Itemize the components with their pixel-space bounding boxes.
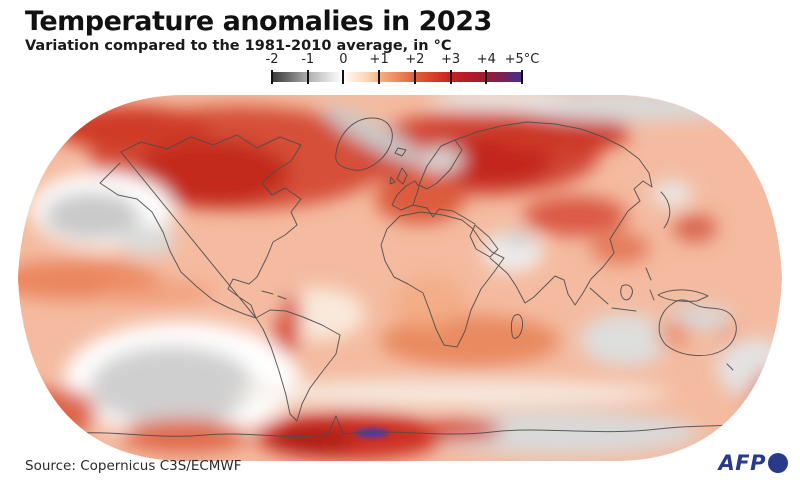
coast-tasmania bbox=[726, 363, 734, 371]
world-map-svg bbox=[18, 95, 782, 461]
coast-south-america bbox=[255, 309, 341, 422]
coast-australia bbox=[658, 299, 737, 357]
coast-philippines bbox=[645, 267, 652, 281]
world-map bbox=[0, 88, 800, 468]
coast-europe bbox=[391, 180, 476, 225]
coast-north-america bbox=[99, 134, 302, 319]
coast-sumatra-java bbox=[589, 287, 655, 312]
legend-tick-label: +3 bbox=[440, 52, 461, 67]
afp-logo-dot-icon bbox=[768, 453, 788, 473]
color-gradient-bar bbox=[271, 70, 523, 84]
coast-greenland bbox=[335, 117, 393, 171]
legend-tick bbox=[485, 70, 488, 84]
page-title: Temperature anomalies in 2023 bbox=[25, 6, 492, 37]
legend-tick-label: -2 bbox=[265, 52, 279, 67]
legend-tick-label: -1 bbox=[301, 52, 315, 67]
anomaly-field bbox=[18, 95, 782, 460]
legend-tick bbox=[271, 70, 273, 84]
coast-borneo bbox=[620, 284, 633, 301]
legend-tick bbox=[413, 70, 416, 84]
coast-new-guinea bbox=[657, 289, 709, 302]
coast-arabia bbox=[469, 224, 499, 258]
color-scale-legend: -2 -1 0 +1 +2 +3 +4 +5°C bbox=[266, 52, 540, 86]
source-label: Source: Copernicus C3S/ECMWF bbox=[25, 458, 242, 474]
legend-tick-label: 0 bbox=[339, 52, 348, 67]
legend-tick-label: +2 bbox=[405, 52, 425, 67]
coast-africa bbox=[380, 211, 505, 348]
legend-tick bbox=[306, 70, 309, 84]
legend-tick bbox=[449, 70, 452, 84]
legend-tick-label: +4 bbox=[476, 52, 496, 67]
page-subtitle: Variation compared to the 1981-2010 aver… bbox=[25, 38, 452, 54]
coast-british-isles bbox=[389, 167, 408, 185]
afp-logo-text: AFP bbox=[718, 451, 766, 475]
weddell-sea-cold-spot bbox=[355, 429, 389, 437]
legend-tick-labels: -2 -1 0 +1 +2 +3 +4 +5°C bbox=[266, 52, 540, 69]
legend-tick-label: +1 bbox=[369, 52, 389, 67]
legend-tick bbox=[378, 70, 381, 84]
coastlines bbox=[54, 117, 749, 438]
legend-tick bbox=[521, 70, 523, 84]
coast-scandinavia bbox=[418, 139, 463, 190]
coast-caribbean bbox=[261, 290, 287, 300]
coast-madagascar bbox=[510, 314, 523, 339]
legend-tick bbox=[342, 70, 345, 84]
coast-japan bbox=[660, 191, 671, 229]
coast-iceland bbox=[394, 147, 407, 157]
afp-logo: AFP bbox=[718, 451, 788, 475]
legend-tick-label: +5°C bbox=[504, 52, 540, 67]
coast-antarctica bbox=[54, 415, 749, 438]
coast-asia bbox=[454, 121, 653, 306]
